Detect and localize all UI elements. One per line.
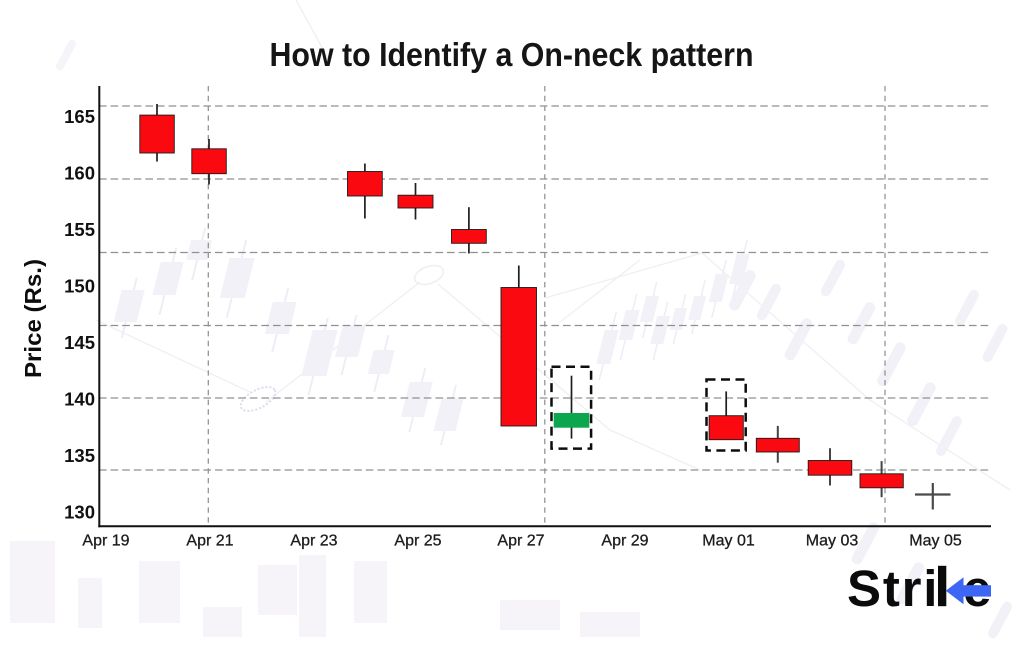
svg-text:How to Identify a On-neck patt: How to Identify a On-neck pattern: [270, 36, 754, 73]
svg-text:150: 150: [64, 276, 95, 297]
svg-text:May 05: May 05: [909, 533, 962, 550]
svg-text:130: 130: [64, 502, 95, 523]
svg-text:140: 140: [64, 389, 95, 410]
svg-text:Apr 29: Apr 29: [601, 533, 648, 550]
svg-text:Apr 23: Apr 23: [290, 533, 337, 550]
svg-text:145: 145: [64, 332, 95, 353]
svg-text:May 03: May 03: [806, 533, 859, 550]
svg-text:Apr 27: Apr 27: [497, 533, 544, 550]
svg-text:May 01: May 01: [702, 533, 755, 550]
svg-text:165: 165: [64, 106, 95, 127]
svg-text:Price (Rs.): Price (Rs.): [20, 259, 46, 378]
svg-text:Apr 19: Apr 19: [82, 533, 129, 550]
svg-text:155: 155: [64, 219, 95, 240]
svg-text:135: 135: [64, 445, 95, 466]
svg-text:Apr 25: Apr 25: [394, 533, 441, 550]
svg-text:Apr 21: Apr 21: [186, 533, 233, 550]
svg-text:Stri: Stri: [847, 560, 939, 617]
svg-text:160: 160: [64, 163, 95, 184]
